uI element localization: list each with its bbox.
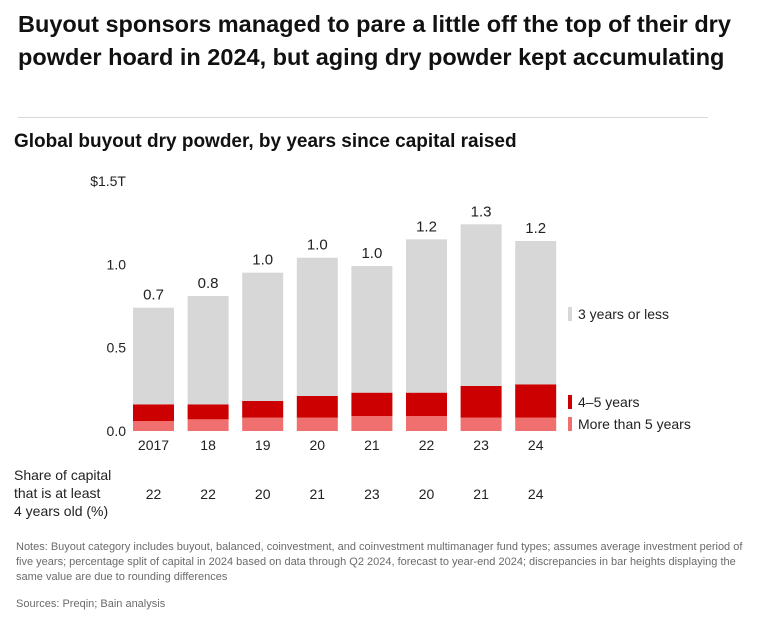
total-label-18: 0.8 [198, 275, 219, 292]
total-label-2017: 0.7 [143, 287, 164, 304]
total-label-22: 1.2 [416, 218, 437, 235]
y-tick-2: 1.0 [107, 256, 127, 272]
share-value-20: 21 [310, 486, 326, 502]
chart-title: Global buyout dry powder, by years since… [14, 131, 517, 152]
stacked-bar-chart: 0.70.81.01.0 1.01.21.31.2 0.00.51.0$1.5T … [14, 173, 691, 519]
share-value-18: 22 [200, 486, 216, 502]
y-axis-ticks: 0.0 0.5 1.0 $1.5T [90, 173, 126, 439]
bar-23-more-than-5-years [460, 417, 502, 431]
y-tick-3: $1.5T [90, 173, 126, 189]
divider [18, 117, 708, 118]
x-tick-21: 21 [364, 437, 380, 453]
x-tick-19: 19 [255, 437, 271, 453]
bar-24-4-5-years [515, 384, 557, 418]
total-labels-group: 0.7 0.8 1.0 1.0 1.0 1.2 1.3 1.2 [143, 203, 546, 303]
share-row-label-line-3: 4 years old (%) [14, 503, 108, 519]
notes: Notes: Buyout category includes buyout, … [16, 541, 743, 583]
bar-22-4-5-years [406, 392, 447, 416]
bar-21-more-than-5-years [351, 416, 393, 431]
bar-19-more-than-5-years [242, 417, 284, 431]
legend-swatch-3-years-or-less [568, 307, 572, 321]
bar-22-more-than-5-years [406, 416, 447, 431]
headline: Buyout sponsors managed to pare a little… [18, 11, 731, 70]
sources: Sources: Preqin; Bain analysis [16, 598, 166, 610]
bar-18-3-years-or-less [187, 296, 229, 405]
share-value-2017: 22 [146, 486, 162, 502]
bar-18-4-5-years [187, 404, 229, 420]
bar-21-4-5-years [351, 392, 393, 416]
bars-group [133, 224, 557, 431]
y-tick-1: 0.5 [107, 340, 127, 356]
x-tick-23: 23 [473, 437, 489, 453]
bar-23-4-5-years [460, 386, 502, 418]
bar-20-3-years-or-less [296, 257, 338, 396]
share-row-label-line-1: Share of capital [14, 467, 111, 483]
share-row-label-line-2: that is at least [14, 485, 100, 501]
total-label-24: 1.2 [525, 220, 546, 237]
legend-swatch-4-5-years [568, 395, 572, 409]
share-value-21: 23 [364, 486, 380, 502]
total-label-23: 1.3 [471, 203, 492, 220]
bar-18-more-than-5-years [187, 419, 229, 431]
share-value-24: 24 [528, 486, 544, 502]
bar-20-more-than-5-years [296, 417, 338, 431]
legend: 3 years or less 4–5 years More than 5 year… [568, 306, 691, 432]
x-axis-ticks: 2017 18 19 20 21 22 23 24 [138, 437, 544, 453]
y-tick-0: 0.0 [107, 423, 127, 439]
bar-2017-4-5-years [133, 404, 174, 421]
share-value-23: 21 [473, 486, 489, 502]
share-row: Share of capital that is at least 4 years … [14, 467, 544, 519]
legend-swatch-more-than-5-years [568, 417, 572, 431]
bar-24-3-years-or-less [515, 241, 557, 385]
x-tick-24: 24 [528, 437, 544, 453]
share-value-22: 20 [419, 486, 435, 502]
legend-label-more-than-5-years: More than 5 years [578, 416, 691, 432]
bar-21-3-years-or-less [351, 266, 393, 393]
bar-24-more-than-5-years [515, 417, 557, 431]
bar-2017-more-than-5-years [133, 421, 174, 431]
share-value-19: 20 [255, 486, 271, 502]
legend-label-4-5-years: 4–5 years [578, 394, 639, 410]
x-tick-2017: 2017 [138, 437, 169, 453]
bar-19-3-years-or-less [242, 272, 284, 401]
total-label-19: 1.0 [252, 252, 273, 269]
bar-20-4-5-years [296, 396, 338, 418]
x-tick-20: 20 [310, 437, 326, 453]
bar-23-3-years-or-less [460, 224, 502, 386]
bar-22-3-years-or-less [406, 239, 447, 393]
bar-19-4-5-years [242, 401, 284, 418]
x-tick-22: 22 [419, 437, 435, 453]
total-label-21: 1.0 [361, 245, 382, 262]
total-label-20: 1.0 [307, 237, 328, 254]
bar-2017-3-years-or-less [133, 307, 174, 405]
x-tick-18: 18 [200, 437, 216, 453]
legend-label-3-years-or-less: 3 years or less [578, 306, 669, 322]
